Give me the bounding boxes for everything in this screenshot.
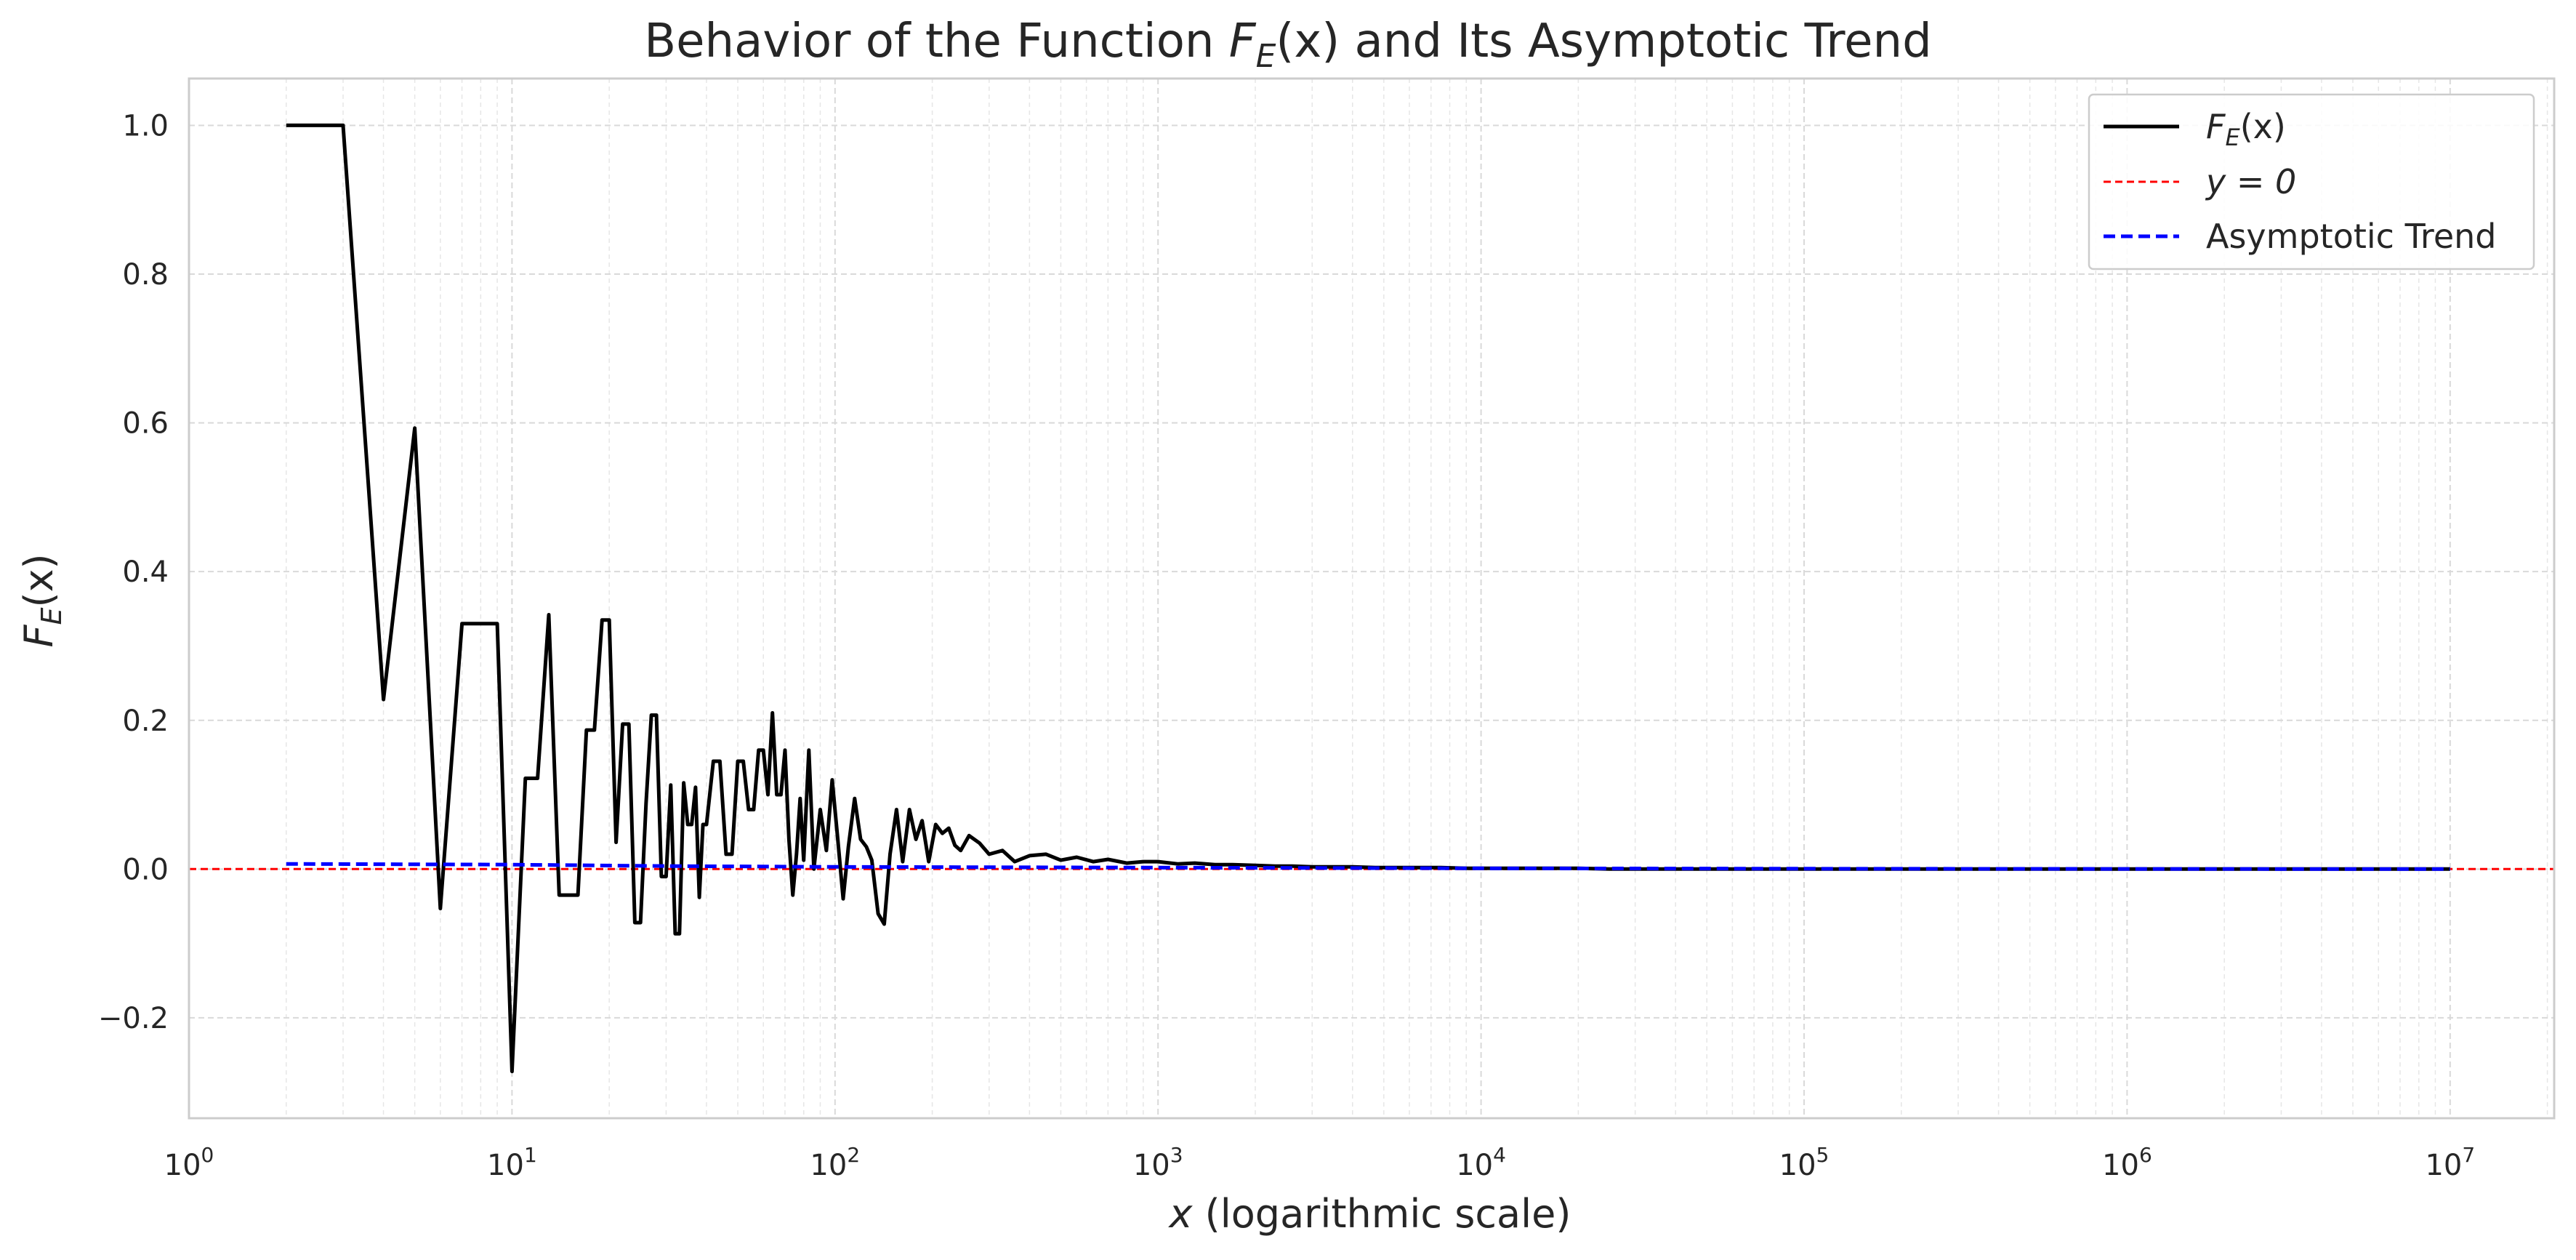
series-line-trend — [286, 862, 2450, 871]
x-tick-label: 103 — [1133, 1143, 1183, 1182]
series-lines — [189, 123, 2554, 1074]
x-tick-label: 100 — [164, 1143, 214, 1182]
legend-label-fe: FE(x) — [2206, 107, 2286, 151]
x-axis-label: x (logarithmic scale) — [1168, 1191, 1571, 1237]
y-tick-label: 0.4 — [122, 555, 169, 589]
chart-title: Behavior of the Function FE(x) and Its A… — [644, 15, 1931, 75]
plot-frame — [188, 77, 2556, 1120]
y-tick-label: 0.8 — [122, 258, 169, 292]
x-tick-label: 107 — [2425, 1143, 2475, 1182]
x-tick-label: 104 — [1456, 1143, 1506, 1182]
y-tick-label: −0.2 — [98, 1002, 169, 1035]
x-tick-labels: 100 101 102 103 104 105 106 107 — [164, 1143, 2476, 1182]
x-tick-label: 102 — [810, 1143, 860, 1182]
y-tick-label: 0.0 — [122, 853, 169, 886]
y-tick-label: 0.6 — [122, 407, 169, 441]
x-tick-label: 106 — [2102, 1143, 2152, 1182]
legend-label-trend: Asymptotic Trend — [2206, 217, 2496, 256]
legend-box — [2088, 93, 2535, 270]
y-tick-labels: −0.2 0.0 0.2 0.4 0.6 0.8 1.0 — [98, 109, 169, 1035]
grid-lines — [188, 79, 2554, 1118]
y-axis-label: FE(x) — [16, 553, 68, 647]
y-tick-label: 0.2 — [122, 705, 169, 738]
y-tick-label: 1.0 — [122, 109, 169, 143]
x-tick-label: 101 — [487, 1143, 537, 1182]
legend-label-y0: y = 0 — [2205, 162, 2296, 201]
series-line-fe — [286, 123, 2450, 1074]
x-tick-label: 105 — [1779, 1143, 1830, 1182]
legend: FE(x) y = 0 Asymptotic Trend — [2088, 93, 2535, 270]
